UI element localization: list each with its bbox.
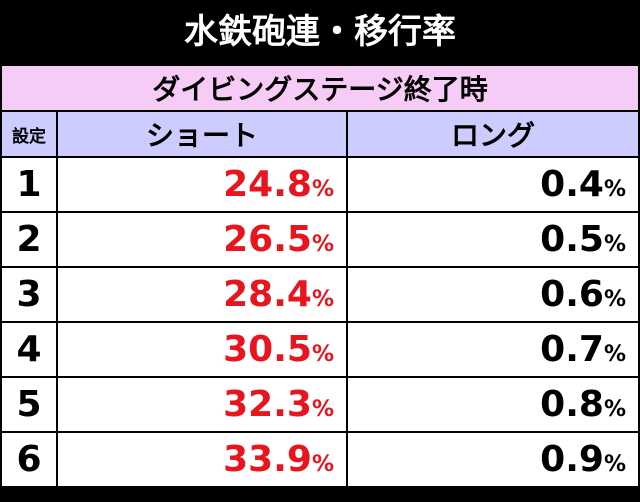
table: ダイビングステージ終了時 設定 ショート ロング 1 24.8% 0.4% 2 26.5…	[0, 64, 640, 488]
cell: 30.5%	[56, 321, 348, 378]
table-row: 4 30.5% 0.7%	[0, 321, 640, 378]
column-header: ショート	[56, 110, 348, 158]
cell: 0.7%	[346, 321, 640, 378]
table-row: 1 24.8% 0.4%	[0, 156, 640, 213]
caption-row: ダイビングステージ終了時	[0, 64, 640, 112]
cell: 6	[0, 431, 58, 488]
header-row: 設定 ショート ロング	[0, 110, 640, 158]
cell: 32.3%	[56, 376, 348, 433]
cell: 0.4%	[346, 156, 640, 213]
caption: ダイビングステージ終了時	[0, 64, 640, 112]
cell: 3	[0, 266, 58, 323]
cell: 28.4%	[56, 266, 348, 323]
cell: 4	[0, 321, 58, 378]
title: 水鉄砲連・移行率	[184, 12, 456, 52]
column-header: ロング	[346, 110, 640, 158]
cell: 0.6%	[346, 266, 640, 323]
column-header: 設定	[0, 110, 58, 158]
table-row: 6 33.9% 0.9%	[0, 431, 640, 488]
cell: 0.8%	[346, 376, 640, 433]
cell: 2	[0, 211, 58, 268]
cell: 33.9%	[56, 431, 348, 488]
cell: 0.5%	[346, 211, 640, 268]
cell: 5	[0, 376, 58, 433]
table-row: 3 28.4% 0.6%	[0, 266, 640, 323]
cell: 26.5%	[56, 211, 348, 268]
cell: 1	[0, 156, 58, 213]
cell: 24.8%	[56, 156, 348, 213]
table-row: 5 32.3% 0.8%	[0, 376, 640, 433]
table-row: 2 26.5% 0.5%	[0, 211, 640, 268]
cell: 0.9%	[346, 431, 640, 488]
